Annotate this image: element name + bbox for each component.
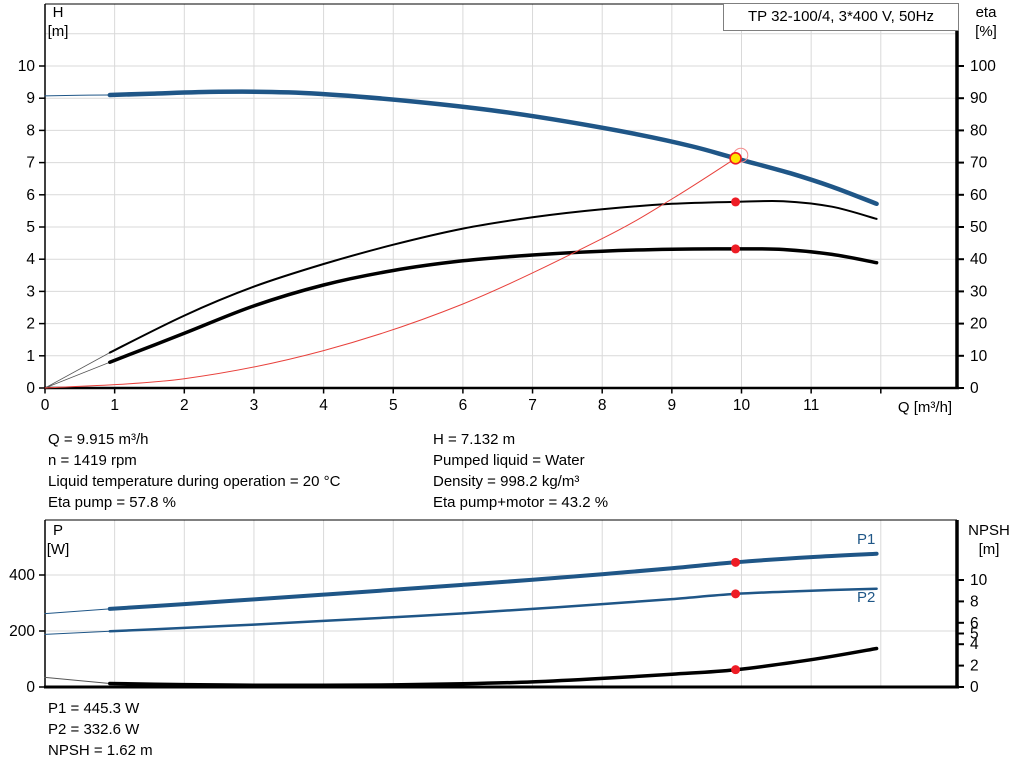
p1-curve-label: P1 [857, 531, 876, 548]
y-right-tick-label: 8 [970, 593, 979, 610]
y-right-tick-label: 5 [970, 626, 979, 643]
p1-point [731, 557, 741, 567]
x-tick-label: 6 [459, 397, 468, 414]
y-right-tick-label: 70 [970, 155, 988, 172]
chart-title-box: TP 32-100/4, 3*400 V, 50Hz [723, 3, 959, 31]
x-tick-label: 11 [803, 397, 819, 414]
x-tick-label: 4 [319, 397, 328, 414]
eta-total-point [731, 244, 741, 254]
y-right-tick-label: 0 [970, 380, 979, 397]
speed-line: n = 1419 rpm [48, 452, 137, 469]
npsh-value-line: NPSH = 1.62 m [48, 742, 153, 759]
eta-pump-curve [108, 199, 878, 354]
y-right-tick-label: 10 [970, 572, 988, 589]
x-tick-label: 1 [110, 397, 119, 414]
y-right-tick-label: 30 [970, 283, 988, 300]
y-right-tick-label: 20 [970, 316, 988, 333]
y-left-tick-label: 200 [9, 623, 35, 640]
eta-pump-line: Eta pump = 57.8 % [48, 494, 176, 511]
y-left-tick-label: 2 [26, 316, 35, 333]
liquid-temp-line: Liquid temperature during operation = 20… [48, 473, 341, 490]
npsh-axis-label: NPSH [m] [960, 521, 1018, 559]
q-value-line: Q = 9.915 m³/h [48, 431, 149, 448]
y-right-tick-label: 6 [970, 615, 979, 632]
y-right-tick-label: 4 [970, 636, 979, 653]
operating-data-right: H = 7.132 m Pumped liquid = Water Densit… [433, 429, 608, 513]
p-axis-unit: [W] [46, 541, 70, 558]
p1-curve [107, 551, 879, 611]
npsh-curve [108, 646, 879, 688]
x-tick-label: 2 [180, 397, 189, 414]
x-tick-label: 10 [733, 397, 751, 414]
y-right-tick-label: 50 [970, 219, 988, 236]
npsh-axis-unit: [m] [978, 541, 1000, 558]
eta-pump-low-flow [44, 352, 111, 389]
x-tick-label: 7 [528, 397, 537, 414]
eta-total-line: Eta pump+motor = 43.2 % [433, 494, 609, 511]
p2-low-flow [44, 630, 111, 635]
duty-point[interactable] [729, 152, 742, 165]
p-axis-label: P [W] [36, 521, 80, 559]
x-tick-label: 0 [41, 397, 50, 414]
p1-low-flow [44, 608, 111, 615]
p2-point [731, 589, 741, 599]
y-right-tick-label: 0 [970, 679, 979, 696]
y-left-tick-label: 3 [26, 283, 35, 300]
y-left-tick-label: 8 [26, 122, 35, 139]
y-left-tick-label: 0 [26, 679, 35, 696]
eta-total-curve [108, 247, 879, 364]
p2-curve [108, 587, 878, 633]
head-efficiency-chart: 0 1 2 3 4 5 6 7 8 9 10 1101234567891001020304050607… [18, 3, 996, 414]
x-tick-label: 3 [250, 397, 259, 414]
y-left-tick-label: 9 [26, 90, 35, 107]
eta-pump-point [731, 197, 741, 207]
x-tick-label: 5 [389, 397, 398, 414]
y-left-tick-label: 4 [26, 251, 35, 268]
power-npsh-data: P1 = 445.3 W P2 = 332.6 W NPSH = 1.62 m [48, 698, 153, 761]
npsh-point [731, 665, 741, 675]
p2-value-line: P2 = 332.6 W [48, 721, 140, 738]
p1-value-line: P1 = 445.3 W [48, 700, 140, 717]
h-axis-symbol: H [52, 4, 64, 21]
eta-axis-symbol: eta [975, 4, 997, 21]
y-right-tick-label: 80 [970, 122, 988, 139]
p-axis-symbol: P [52, 522, 63, 539]
y-right-tick-label: 40 [970, 251, 988, 268]
h-axis-label: H [m] [36, 3, 80, 41]
y-right-tick-label: 10 [970, 348, 988, 365]
y-right-tick-label: 2 [970, 658, 979, 675]
p2-curve-label: P2 [857, 589, 876, 606]
density-line: Density = 998.2 kg/m³ [433, 473, 580, 490]
npsh-low-flow [44, 676, 111, 684]
y-left-tick-label: 5 [26, 219, 35, 236]
y-left-tick-label: 6 [26, 187, 35, 204]
y-right-tick-label: 90 [970, 90, 988, 107]
x-tick-label: 9 [668, 397, 677, 414]
head-curve [107, 89, 879, 207]
pumped-liquid-line: Pumped liquid = Water [433, 452, 585, 469]
y-left-tick-label: 1 [26, 348, 35, 365]
head-value-line: H = 7.132 m [433, 431, 516, 448]
y-left-tick-label: 10 [18, 58, 36, 75]
y-left-tick-label: 7 [26, 155, 35, 172]
x-tick-label: 8 [598, 397, 607, 414]
eta-axis-label: eta [%] [962, 3, 1010, 41]
y-right-tick-label: 100 [970, 58, 996, 75]
y-right-tick-label: 60 [970, 187, 988, 204]
h-axis-unit: [m] [47, 23, 69, 40]
npsh-axis-symbol: NPSH [968, 522, 1010, 539]
operating-data-left: Q = 9.915 m³/h n = 1419 rpm Liquid tempe… [48, 429, 340, 513]
q-axis-label: Q [m³/h] [897, 399, 953, 416]
power-npsh-chart: 0 200 400 0 2 456 8 10 [9, 519, 988, 696]
system-curve [44, 157, 737, 389]
y-left-tick-label: 0 [26, 380, 35, 397]
head-curve-low-flow [44, 94, 111, 97]
y-left-tick-label: 400 [9, 567, 35, 584]
eta-axis-unit: [%] [975, 23, 997, 40]
eta-total-low-flow [44, 361, 111, 389]
